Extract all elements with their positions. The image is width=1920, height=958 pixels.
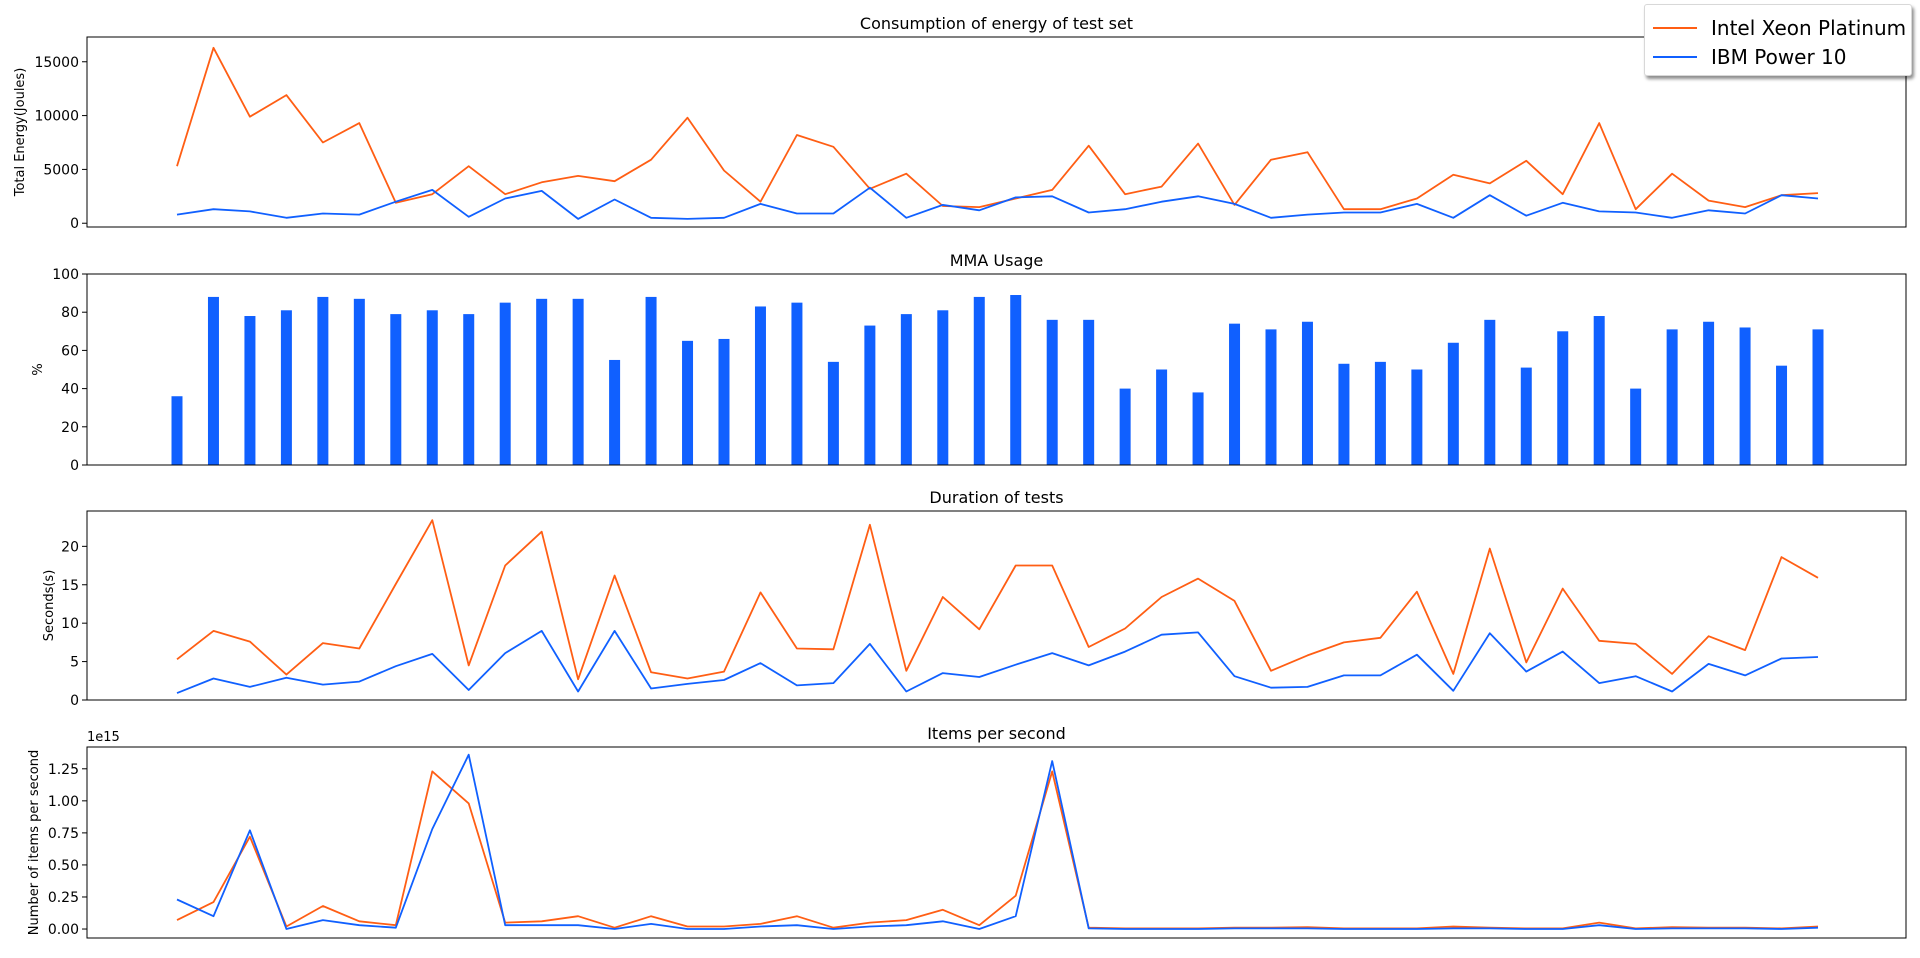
bar: [791, 302, 803, 465]
y-tick-label: 40: [61, 382, 79, 398]
bar: [900, 314, 912, 465]
bar: [1520, 367, 1532, 465]
bar: [864, 325, 876, 465]
bar: [718, 338, 730, 465]
y-tick-label: 5000: [43, 162, 79, 178]
bar: [1374, 361, 1386, 465]
bar: [1192, 392, 1204, 465]
bar: [1739, 327, 1751, 465]
y-axis-label: %: [31, 363, 46, 375]
series-line-intel: [176, 770, 1819, 930]
subplot-1: Consumption of energy of test set Total E…: [13, 14, 1907, 232]
plot-frame: [86, 510, 1907, 701]
bar: [463, 314, 475, 465]
bar: [1411, 369, 1423, 465]
bar: [1338, 363, 1350, 465]
bar: [1557, 331, 1569, 465]
bar: [1083, 319, 1095, 465]
bar: [536, 298, 548, 465]
bar: [1630, 388, 1642, 465]
plot-frame: [86, 273, 1907, 466]
y-tick-label: 1.25: [48, 762, 79, 778]
legend: Intel Xeon Platinum IBM Power 10: [1644, 4, 1912, 76]
y-tick-label: 0.00: [48, 922, 79, 938]
y-offset-label: 1e15: [87, 730, 120, 745]
bar: [1010, 295, 1022, 465]
subplot-title: Consumption of energy of test set: [860, 14, 1133, 33]
series-line-ibm: [176, 753, 1819, 930]
bar: [937, 310, 949, 465]
y-tick-label: 10: [61, 616, 79, 632]
subplot-title: Duration of tests: [929, 488, 1063, 507]
bar: [317, 296, 329, 465]
bar: [390, 314, 402, 465]
bar: [1484, 319, 1496, 465]
bar: [1593, 316, 1605, 465]
y-tick-label: 20: [61, 420, 79, 436]
bar: [973, 296, 985, 465]
legend-item-intel: Intel Xeon Platinum: [1653, 15, 1906, 41]
subplot-3: Duration of tests Seconds(s) 0 5 10 15 20: [42, 488, 1907, 709]
y-tick-label: 1.00: [48, 794, 79, 810]
y-tick-label: 0: [70, 216, 79, 232]
bar: [353, 298, 365, 465]
bar: [754, 306, 766, 465]
bar: [572, 298, 584, 465]
bar: [1301, 321, 1313, 465]
y-tick-label: 10000: [34, 109, 79, 125]
plot-frame: [86, 746, 1907, 939]
series-line-intel: [176, 519, 1819, 681]
bar: [499, 302, 511, 465]
y-tick-label: 5: [70, 655, 79, 671]
bar: [645, 296, 657, 465]
y-axis-label: Number of items per second: [27, 750, 42, 935]
legend-item-ibm: IBM Power 10: [1653, 44, 1847, 70]
bar: [1156, 369, 1168, 465]
y-axis-label: Total Energy(Joules): [13, 68, 28, 198]
subplot-2: MMA Usage% 0 20 40 60 80 100: [31, 251, 1907, 474]
y-tick-label: 0.25: [48, 890, 79, 906]
legend-swatch-intel: [1653, 27, 1697, 29]
bar: [1119, 388, 1131, 465]
bar: [1776, 365, 1788, 465]
bar: [1703, 321, 1715, 465]
plot-frame: [86, 36, 1907, 228]
subplot-title: MMA Usage: [950, 251, 1044, 270]
subplot-4: Items per second Number of items per seco…: [27, 724, 1907, 939]
bar: [1812, 329, 1824, 465]
bar: [609, 359, 621, 465]
y-tick-label: 15: [61, 578, 79, 594]
y-axis-label: Seconds(s): [42, 570, 57, 642]
bar: [1265, 329, 1277, 465]
legend-swatch-ibm: [1653, 56, 1697, 58]
bar: [280, 310, 292, 465]
bar: [244, 316, 256, 465]
series-line-intel: [176, 46, 1819, 211]
y-tick-label: 0.50: [48, 858, 79, 874]
y-tick-label: 80: [61, 305, 79, 321]
bar: [1447, 342, 1459, 465]
bar: [827, 361, 839, 465]
bar: [171, 396, 183, 465]
legend-label-intel: Intel Xeon Platinum: [1711, 16, 1907, 40]
bar: [426, 310, 438, 465]
y-tick-label: 60: [61, 343, 79, 359]
y-tick-label: 0: [70, 458, 79, 474]
series-line-ibm: [176, 186, 1819, 220]
legend-label-ibm: IBM Power 10: [1711, 45, 1847, 69]
bar: [1046, 319, 1058, 465]
bar: [682, 340, 694, 465]
bar: [207, 296, 219, 465]
y-tick-label: 0: [70, 693, 79, 709]
series-line-ibm: [176, 630, 1819, 694]
subplot-title: Items per second: [927, 724, 1066, 743]
y-tick-label: 20: [61, 539, 79, 555]
y-tick-label: 15000: [34, 55, 79, 71]
bar: [1666, 329, 1678, 465]
bar: [1229, 323, 1241, 465]
y-tick-label: 0.75: [48, 826, 79, 842]
y-tick-label: 100: [52, 267, 79, 283]
